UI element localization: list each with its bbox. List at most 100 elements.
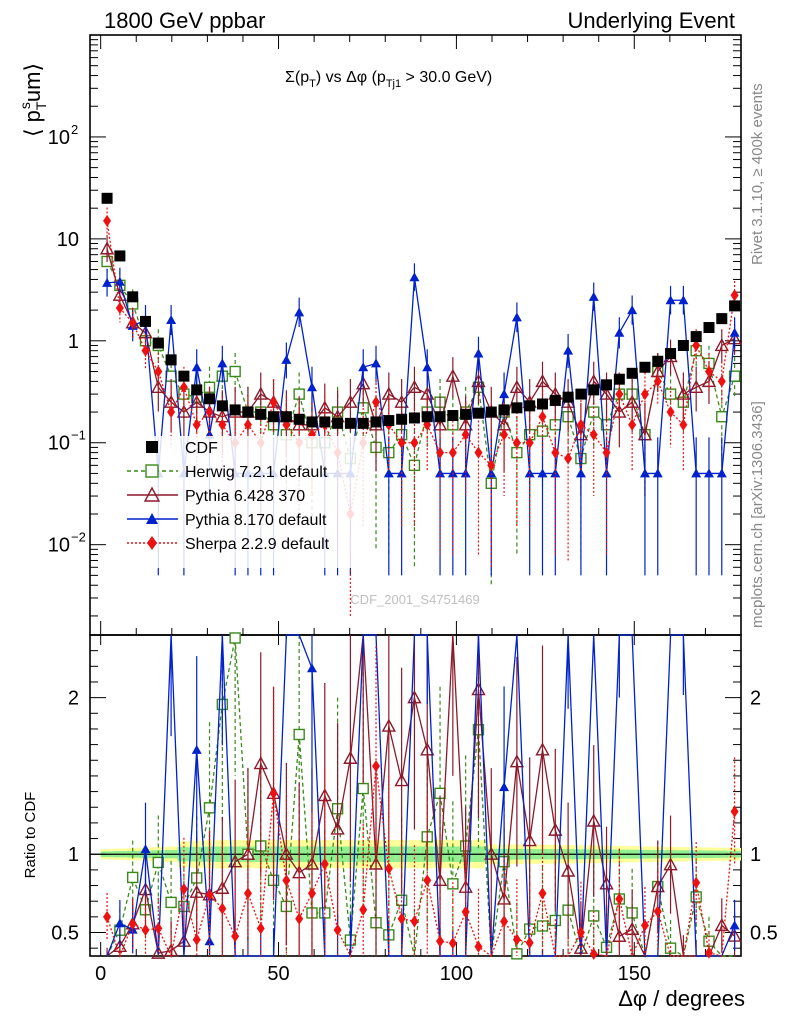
- main-point-pythia8: [703, 468, 714, 478]
- main-point-pythia8: [114, 276, 125, 286]
- ratio-point-pythia6: [714, 917, 729, 932]
- main-point-cdf: [626, 367, 638, 379]
- ratio-point-sherpa: [525, 936, 534, 949]
- main-point-pythia8: [639, 468, 650, 478]
- ratio-point-herwig: [152, 856, 165, 869]
- main-point-cdf: [613, 373, 625, 385]
- ratio-point-sherpa: [640, 919, 649, 932]
- ratio-point-pythia6: [343, 750, 358, 764]
- legend-label-sherpa: Sherpa 2.2.9 default: [185, 536, 330, 553]
- main-point-sherpa: [154, 365, 163, 378]
- ratio-tick-label-right: 0.5: [750, 923, 778, 945]
- ratio-point-sherpa: [154, 922, 163, 935]
- legend-marker-sherpa: [147, 536, 157, 550]
- main-point-cdf: [280, 411, 292, 423]
- ratio-point-pythia6: [522, 833, 537, 847]
- main-point-sherpa: [218, 418, 227, 431]
- y-axis-label-end: um⟩: [20, 63, 45, 102]
- ratio-point-sherpa: [359, 903, 368, 916]
- main-point-cdf: [101, 192, 113, 204]
- watermark: CDF_2001_S4751469: [350, 592, 479, 607]
- x-axis-label: Δφ / degrees: [618, 986, 745, 1011]
- ratio-point-pythia6: [240, 846, 256, 860]
- main-point-cdf: [344, 417, 356, 429]
- legend-marker-pythia6: [143, 486, 161, 502]
- legend-marker-herwig: [145, 464, 159, 478]
- main-point-herwig: [229, 365, 241, 378]
- main-point-pythia8: [371, 358, 382, 368]
- ratio-point-sherpa: [704, 946, 713, 959]
- main-point-cdf: [268, 411, 280, 423]
- main-point-sherpa: [410, 436, 419, 449]
- ratio-point-pythia6: [227, 854, 243, 868]
- main-point-sherpa: [576, 418, 585, 431]
- main-point-cdf: [460, 408, 472, 420]
- main-point-pythia8: [281, 354, 292, 364]
- x-tick-label: 50: [267, 963, 289, 985]
- main-point-cdf: [114, 250, 126, 262]
- main-point-sherpa: [564, 452, 573, 465]
- ratio-point-herwig: [357, 782, 369, 795]
- main-point-pythia8: [665, 295, 676, 305]
- ratio-point-herwig: [229, 632, 241, 644]
- y-tick-label-main: 10: [48, 535, 70, 557]
- ratio-line-pythia8: [106, 634, 736, 957]
- main-point-sherpa: [512, 436, 521, 449]
- main-point-cdf: [127, 291, 139, 303]
- main-point-sherpa: [717, 375, 726, 388]
- ratio-point-pythia6: [112, 938, 128, 953]
- ratio-point-sherpa: [512, 933, 521, 946]
- main-point-sherpa: [730, 289, 739, 302]
- main-point-sherpa: [243, 418, 252, 431]
- ratio-point-sherpa: [205, 888, 214, 901]
- ratio-point-herwig: [690, 891, 702, 903]
- main-point-pythia8: [588, 291, 599, 301]
- ratio-point-sherpa: [192, 933, 201, 946]
- side-label-rivet: Rivet 3.1.10, ≥ 400k events: [749, 83, 766, 265]
- y-tick-label-main: 10: [48, 127, 70, 149]
- chart-title-sub-1: T: [309, 78, 316, 90]
- main-point-pythia8: [511, 312, 522, 322]
- ratio-point-herwig: [511, 948, 523, 960]
- ratio-tick-label-left: 1: [68, 844, 79, 866]
- main-point-sherpa: [448, 446, 457, 459]
- ratio-point-sherpa: [103, 910, 112, 923]
- ratio-point-sherpa: [461, 905, 470, 918]
- ratio-point-pythia6: [394, 773, 409, 787]
- main-point-sherpa: [103, 214, 112, 227]
- y-tick-label-main: 10: [48, 433, 70, 455]
- main-point-pythia8: [217, 358, 228, 368]
- main-point-pythia6: [394, 394, 409, 408]
- main-point-herwig: [728, 370, 741, 382]
- main-point-cdf: [536, 398, 548, 410]
- main-point-cdf: [152, 337, 164, 349]
- chart-title-part-1: Σ(p: [285, 69, 309, 86]
- main-point-sherpa: [372, 396, 381, 409]
- ratio-point-sherpa: [307, 887, 316, 900]
- main-point-pythia6: [714, 338, 729, 352]
- main-point-sherpa: [653, 375, 662, 388]
- main-point-pythia6: [356, 376, 371, 390]
- main-point-pythia8: [499, 389, 510, 399]
- main-point-sherpa: [461, 428, 470, 441]
- ratio-point-pythia6: [253, 756, 268, 770]
- main-point-pythia8: [473, 348, 484, 358]
- main-point-cdf: [652, 355, 664, 367]
- legend: CDF Herwig 7.2.1 default Pythia 6.428 370 P…: [120, 436, 370, 568]
- ratio-point-sherpa: [256, 922, 265, 935]
- main-point-cdf: [588, 384, 600, 396]
- header-right-title: Underlying Event: [567, 8, 735, 33]
- ratio-point-pythia6: [215, 880, 230, 894]
- main-point-pythia8: [691, 468, 702, 478]
- main-point-sherpa: [628, 418, 637, 431]
- main-point-cdf: [255, 408, 267, 420]
- main-point-cdf: [524, 400, 536, 412]
- chart-title-part-3: > 30.0 GeV): [401, 69, 492, 86]
- main-point-cdf: [139, 315, 151, 327]
- main-point-sherpa: [551, 446, 560, 459]
- ratio-point-sherpa: [474, 940, 483, 953]
- main-point-sherpa: [704, 365, 713, 378]
- ratio-uncertainty-band: [90, 840, 741, 869]
- legend-marker-cdf: [146, 441, 158, 453]
- main-point-pythia8: [716, 468, 727, 478]
